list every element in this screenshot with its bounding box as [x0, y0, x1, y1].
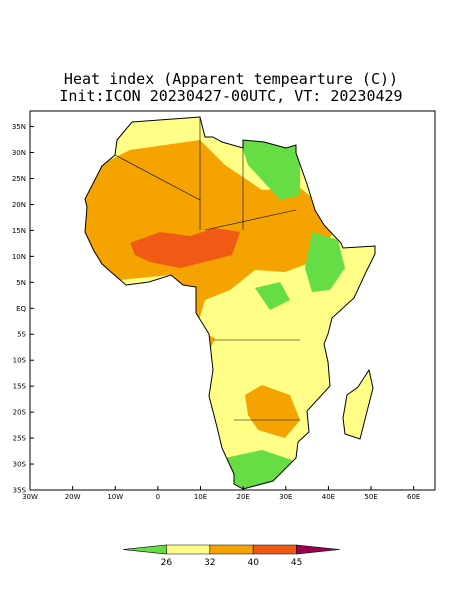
- colorbar-label: 26: [161, 558, 173, 568]
- coastline: [84, 116, 376, 490]
- lon-tick-label: 50E: [364, 493, 377, 501]
- lon-tick-label: 60E: [407, 493, 420, 501]
- lat-tick-label: 20N: [12, 201, 26, 209]
- lat-tick-label: 15S: [13, 383, 27, 391]
- title: Heat index (Apparent tempearture (C)): [64, 70, 398, 88]
- colorbar-swatch: [166, 544, 211, 555]
- lat-tick-label: 30N: [12, 149, 26, 157]
- field-green: [240, 140, 300, 200]
- field-green: [255, 282, 290, 310]
- colorbar-label: 45: [291, 558, 302, 568]
- lat-tick-label: EQ: [16, 305, 26, 313]
- lat-tick-label: 30S: [13, 461, 27, 469]
- map-frame: [29, 110, 436, 491]
- colorbar-label: 32: [204, 558, 215, 568]
- lat-tick-label: 35S: [13, 487, 27, 495]
- madagascar: [342, 368, 374, 440]
- lat-tick-label: 20S: [13, 409, 27, 417]
- lon-tick-label: 20W: [65, 493, 81, 501]
- colorbar-label: 40: [247, 558, 259, 568]
- lon-tick-label: 30E: [279, 493, 292, 501]
- subtitle: Init:ICON 20230427-00UTC, VT: 20230429: [59, 87, 402, 105]
- lon-tick-label: 0: [156, 493, 160, 501]
- lat-tick-label: 35N: [12, 123, 26, 131]
- lat-tick-label: 5S: [17, 331, 26, 339]
- colorbar-swatch: [296, 544, 341, 555]
- lon-tick-label: 40E: [322, 493, 335, 501]
- lat-tick-label: 10S: [13, 357, 27, 365]
- borders: [114, 117, 300, 421]
- lat-tick-label: 15N: [12, 227, 26, 235]
- lon-tick-label: 10W: [107, 493, 123, 501]
- field-green: [305, 232, 345, 292]
- heat-field: [85, 117, 375, 489]
- lat-tick-label: 5N: [16, 279, 26, 287]
- lon-tick-label: 20E: [236, 493, 249, 501]
- lat-tick-label: 25S: [13, 435, 27, 443]
- lon-tick-label: 30W: [22, 493, 38, 501]
- colorbar-swatch: [252, 544, 297, 555]
- lon-tick-label: 10E: [194, 493, 207, 501]
- lat-tick-label: 10N: [12, 253, 26, 261]
- field-red: [130, 228, 240, 268]
- colorbar-swatch: [209, 544, 254, 555]
- field-orange: [245, 385, 300, 438]
- colorbar-swatch: [122, 544, 167, 555]
- lat-tick-label: 25N: [12, 175, 26, 183]
